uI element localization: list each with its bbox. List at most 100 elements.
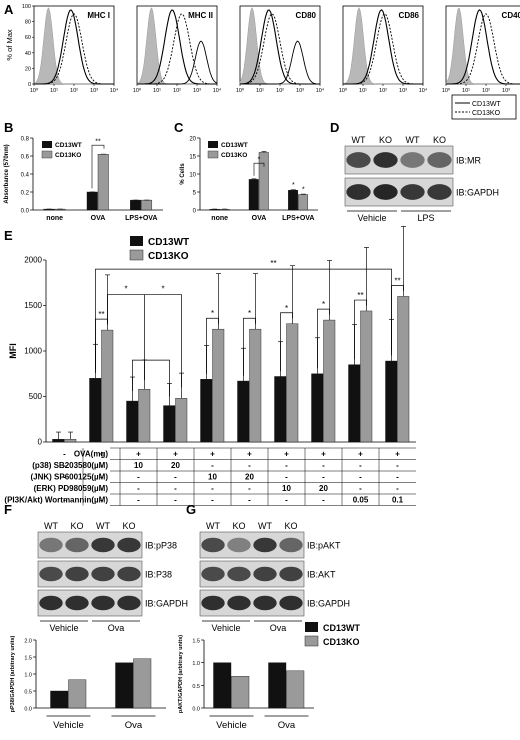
x-tick-label: Vehicle <box>53 720 84 731</box>
y-tick-label: 60 <box>25 35 31 41</box>
lane-label-ko: KO <box>284 521 297 531</box>
panel-letter-d: D <box>330 120 339 135</box>
histogram-cd86: CD86 10⁰ 10¹ 10² 10³ 10⁴ <box>339 5 428 94</box>
x-tick-label: 10⁰ <box>30 87 39 94</box>
series-wt-line <box>239 9 320 85</box>
significance-label: ** <box>95 138 101 145</box>
legend-ko-label: CD13KO <box>148 251 189 262</box>
x-tick-label: 10² <box>482 88 490 94</box>
flow-legend-wt-label: CD13WT <box>472 101 502 108</box>
x-tick-label: 10⁰ <box>442 87 451 94</box>
significance-label: ** <box>394 276 400 285</box>
bar-ko <box>97 153 109 211</box>
bar-ko <box>286 323 299 443</box>
condition-cell: - <box>174 496 177 505</box>
y-axis-label: Absorbance (570nm) <box>4 144 10 203</box>
condition-cell: 10 <box>282 484 291 493</box>
y-tick-label: 20 <box>189 137 196 143</box>
protein-band <box>279 537 303 553</box>
blot-row-label: IB:MR <box>456 156 482 166</box>
protein-band <box>373 184 398 200</box>
condition-cell: - <box>174 473 177 482</box>
y-tick-label: 10 <box>189 173 196 179</box>
protein-band <box>117 537 141 553</box>
western-blot-g: WT KO WT KO IB:pAKT IB:AKT IB:GAPDH Vehicle Ova <box>199 521 350 633</box>
bar-wt <box>268 662 287 709</box>
lane-label-ko: KO <box>70 521 83 531</box>
lane-label-ko: KO <box>379 135 392 145</box>
y-tick-label: 1500 <box>24 301 42 310</box>
x-tick-label: 10³ <box>296 88 304 94</box>
condition-cell: + <box>321 450 326 459</box>
condition-cell: - <box>322 473 325 482</box>
bar-wt <box>130 199 142 211</box>
bar-ko <box>212 328 225 443</box>
bar-wt <box>248 179 259 211</box>
bar-wt <box>348 364 361 443</box>
condition-cell: - <box>359 461 362 470</box>
condition-cell: 20 <box>245 473 254 482</box>
protein-band <box>279 566 303 582</box>
condition-row-label: (PI3K/Akt) Wortmannin(µM) <box>4 496 108 505</box>
condition-cell: + <box>210 450 215 459</box>
protein-band <box>201 566 225 582</box>
significance-label: * <box>248 309 251 318</box>
blot-row-label: IB:P38 <box>145 570 172 580</box>
marker-label: CD80 <box>296 11 317 20</box>
condition-cell: - <box>285 496 288 505</box>
x-tick-label: 10² <box>276 88 284 94</box>
series-ko-line <box>240 13 320 85</box>
significance-bracket <box>243 317 256 376</box>
significance-label: * <box>211 309 214 318</box>
y-tick-label: 100 <box>22 4 31 10</box>
protein-band <box>427 184 452 200</box>
condition-cell: - <box>396 473 399 482</box>
x-tick-label: 10⁰ <box>133 87 142 94</box>
x-tick-label: 10¹ <box>359 88 367 94</box>
bar-ko <box>231 676 250 709</box>
significance-label: * <box>285 304 288 313</box>
series-ko-line <box>34 13 114 85</box>
x-tick-label: LPS+OVA <box>125 215 157 222</box>
y-tick-label: 20 <box>25 66 31 72</box>
legend-wt-swatch <box>130 236 143 246</box>
y-tick-label: 1.0 <box>24 673 32 679</box>
bar-ko <box>286 670 305 709</box>
condition-cell: 0.05 <box>353 496 369 505</box>
condition-cell: - <box>396 461 399 470</box>
lane-label-wt: WT <box>258 521 272 531</box>
x-tick-label: Vehicle <box>216 720 247 731</box>
x-tick-label: none <box>211 215 228 222</box>
y-tick-label: 1.5 <box>192 639 200 645</box>
x-tick-label: OVA <box>91 215 106 222</box>
x-tick-label: none <box>46 215 63 222</box>
condition-cell: - <box>211 484 214 493</box>
x-tick-label: 10⁴ <box>316 87 325 94</box>
marker-label: CD40 <box>502 11 520 20</box>
panel-letter-e: E <box>4 228 13 243</box>
blot-row-label: IB:pP38 <box>145 541 177 551</box>
significance-bracket <box>95 268 392 370</box>
condition-cell: - <box>211 461 214 470</box>
significance-label: ** <box>98 310 104 319</box>
lane-label-wt: WT <box>206 521 220 531</box>
condition-cell: + <box>395 450 400 459</box>
x-tick-label: 10³ <box>90 88 98 94</box>
condition-cell: - <box>248 496 251 505</box>
bottom-legend-wt-label: CD13WT <box>323 623 361 633</box>
condition-cell: - <box>359 473 362 482</box>
significance-bracket <box>354 299 367 360</box>
y-tick-label: 1.0 <box>192 661 200 667</box>
condition-row-label: (p38) SB203580(µM) <box>32 461 108 470</box>
protein-band <box>65 566 89 582</box>
y-tick-label: 0.8 <box>21 137 30 143</box>
flow-legend: CD13WT CD13KO <box>451 94 517 120</box>
y-tick-label: 5 <box>193 191 197 197</box>
panel-letter-a: A <box>4 2 14 17</box>
chart-f: 0.0 0.5 1.0 1.5 2.0 pP38/GAPDH (arbitrary uni… <box>10 635 166 731</box>
condition-cell: - <box>100 461 103 470</box>
bar-wt <box>213 662 232 709</box>
protein-band <box>201 595 225 611</box>
legend-wt-label: CD13WT <box>55 142 82 149</box>
panel-letter-f: F <box>4 502 12 517</box>
